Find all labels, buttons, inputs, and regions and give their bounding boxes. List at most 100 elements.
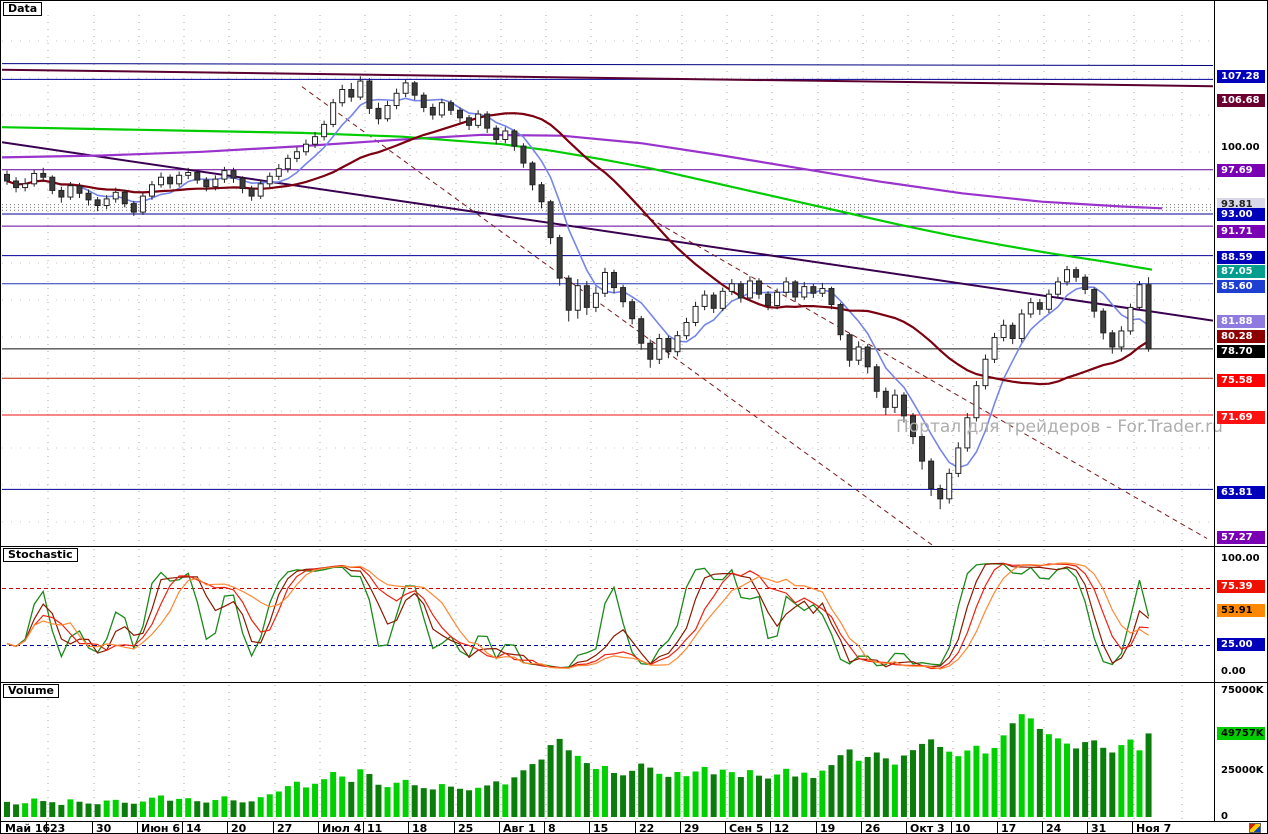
candle-body (103, 198, 110, 207)
tab-stochastic[interactable]: Stochastic (3, 548, 78, 562)
x-axis-tick (725, 822, 726, 833)
volume-bar (919, 743, 926, 817)
scale-label: 75.58 (1217, 374, 1265, 387)
ma-purple-line (2, 133, 1163, 210)
volume-bar (846, 749, 853, 817)
x-axis-tick (499, 822, 500, 833)
candle-body (882, 390, 889, 408)
volume-bar (837, 755, 844, 817)
candle-body (601, 271, 608, 294)
trendline-4 (641, 213, 1208, 539)
volume-bar (583, 763, 590, 817)
candle-body (248, 188, 255, 197)
volume-bar (1064, 743, 1071, 817)
volume-bar (882, 758, 889, 817)
volume-bar (611, 772, 618, 817)
x-axis-tick (816, 822, 817, 833)
scale-label: 63.81 (1217, 486, 1265, 499)
x-axis-label: 11 (367, 822, 383, 834)
volume-bar (810, 778, 817, 817)
axis-settings-icon[interactable] (1249, 823, 1261, 833)
volume-bar (647, 767, 654, 817)
candle-body (1009, 324, 1016, 340)
volume-bar (103, 800, 110, 817)
candle-body (900, 394, 907, 417)
stochastic-chart[interactable] (2, 547, 1213, 682)
candle-body (1109, 332, 1116, 348)
volume-bar (348, 781, 355, 817)
tab-data[interactable]: Data (3, 2, 43, 16)
volume-bar (447, 786, 454, 817)
candle-body (1000, 324, 1007, 339)
scale-label: 93.00 (1217, 208, 1265, 221)
volume-bar (148, 797, 155, 817)
x-axis-label: 29 (684, 822, 700, 834)
candle-body (429, 106, 436, 116)
volume-bar (1127, 739, 1134, 817)
candle-body (611, 271, 618, 289)
candle-body (837, 304, 844, 336)
candle-body (846, 334, 853, 361)
volume-bar (1082, 742, 1089, 817)
x-axis-tick (454, 822, 455, 833)
trendline-2 (2, 141, 1213, 322)
x-axis-tick (318, 822, 319, 833)
candle-body (366, 80, 373, 109)
candle-body (538, 184, 545, 203)
volume-bar (1036, 728, 1043, 817)
ma-green-line (2, 126, 1153, 271)
x-axis-label: 20 (231, 822, 247, 834)
candle-body (4, 173, 10, 182)
candle-body (955, 447, 962, 474)
x-axis-tick (997, 822, 998, 833)
candle-body (402, 82, 409, 94)
candle-body (49, 176, 56, 191)
candle-body (746, 280, 753, 299)
volume-bar (212, 800, 219, 817)
x-axis[interactable]: Май 16 23 30 Июн 6 14 20 27 Июл 4 11 18 25 Авг 1 8 15… (1, 822, 1267, 834)
candle-body (592, 292, 599, 308)
candle-body (94, 199, 101, 207)
candle-body (783, 281, 790, 293)
candle-body (855, 346, 862, 361)
scale-label: 87.05 (1217, 265, 1265, 278)
volume-bar (457, 788, 463, 817)
volume-bar (1027, 718, 1034, 817)
price-chart[interactable] (2, 15, 1213, 546)
x-axis-label: 12 (774, 822, 790, 834)
volume-bar (194, 801, 201, 817)
candle-body (511, 130, 518, 147)
stoch-d-line-layer (6, 562, 1149, 670)
volume-bar (511, 777, 518, 817)
candles-layer (4, 76, 1152, 510)
candle-body (239, 177, 246, 190)
scale-label: 0.00 (1221, 666, 1246, 677)
volume-bar (429, 789, 436, 817)
x-axis-label: 17 (1001, 822, 1017, 834)
x-axis-label: Май 16 (5, 822, 51, 834)
candle-body (447, 102, 454, 111)
candle-body (266, 175, 273, 185)
volume-bar (85, 803, 92, 817)
volume-bar (710, 774, 717, 817)
candle-body (656, 338, 663, 360)
volume-bar (58, 804, 65, 817)
x-axis-label: Июн 6 (141, 822, 180, 834)
volume-bar (475, 787, 482, 817)
volume-chart[interactable] (2, 683, 1213, 821)
volume-bar (167, 800, 174, 817)
volume-bar (792, 776, 799, 817)
candle-body (1045, 293, 1052, 310)
x-axis-label: 30 (96, 822, 112, 834)
volume-bar (683, 776, 690, 817)
scale-label: 25000K (1221, 765, 1264, 776)
candle-body (112, 191, 119, 200)
tab-volume[interactable]: Volume (3, 684, 59, 698)
candle-body (284, 157, 291, 170)
candle-body (1136, 284, 1143, 308)
tab-data-label: Data (8, 2, 38, 15)
volume-bar (1000, 735, 1007, 817)
candle-body (330, 102, 337, 125)
volume-bar (411, 785, 418, 817)
price-scale[interactable]: 107.28 106.68 100.00 97.69 93.81 93.00 91.71 88… (1215, 1, 1267, 822)
